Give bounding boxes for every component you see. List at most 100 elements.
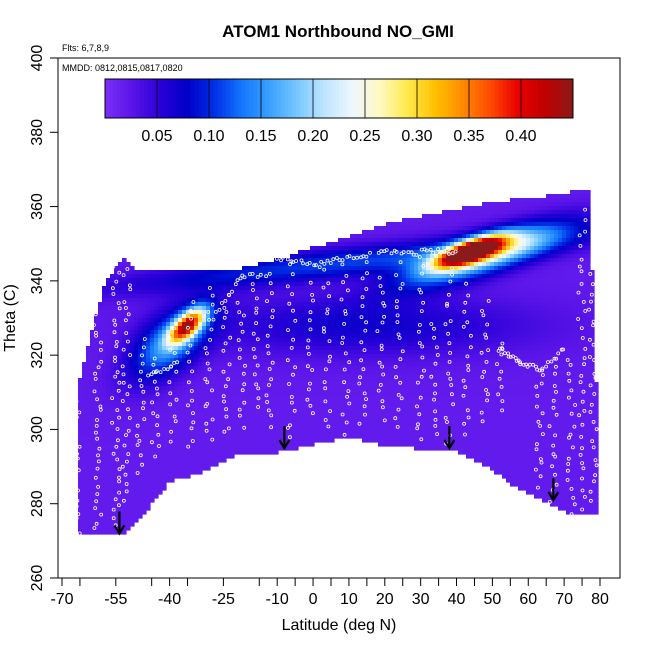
heatmap-cell bbox=[382, 354, 387, 359]
heatmap-cell bbox=[438, 338, 443, 343]
heatmap-cell bbox=[166, 422, 171, 427]
heatmap-cell bbox=[266, 314, 271, 319]
heatmap-cell bbox=[402, 442, 407, 447]
heatmap-cell bbox=[266, 422, 271, 427]
heatmap-cell bbox=[186, 474, 191, 479]
heatmap-cell bbox=[178, 418, 183, 423]
heatmap-cell bbox=[394, 258, 399, 263]
heatmap-cell bbox=[378, 338, 383, 343]
heatmap-cell bbox=[306, 250, 311, 255]
heatmap-cell bbox=[286, 322, 291, 327]
heatmap-cell bbox=[398, 414, 403, 419]
heatmap-cell bbox=[418, 406, 423, 411]
heatmap-cell bbox=[422, 302, 427, 307]
heatmap-cell bbox=[410, 382, 415, 387]
heatmap-cell bbox=[102, 418, 107, 423]
heatmap-cell bbox=[270, 442, 275, 447]
heatmap-cell bbox=[194, 278, 199, 283]
heatmap-cell bbox=[450, 330, 455, 335]
heatmap-cell bbox=[190, 290, 195, 295]
heatmap-cell bbox=[238, 414, 243, 419]
heatmap-cell bbox=[406, 402, 411, 407]
heatmap-cell bbox=[146, 390, 151, 395]
heatmap-cell bbox=[126, 478, 131, 483]
heatmap-cell bbox=[110, 506, 115, 511]
heatmap-cell bbox=[294, 314, 299, 319]
heatmap-cell bbox=[386, 310, 391, 315]
heatmap-cell bbox=[214, 274, 219, 279]
heatmap-cell bbox=[174, 302, 179, 307]
heatmap-cell bbox=[430, 414, 435, 419]
heatmap-cell bbox=[242, 414, 247, 419]
heatmap-cell bbox=[230, 310, 235, 315]
heatmap-cell bbox=[154, 330, 159, 335]
heatmap-cell bbox=[106, 326, 111, 331]
heatmap-cell bbox=[290, 442, 295, 447]
heatmap-cell bbox=[162, 314, 167, 319]
heatmap-cell bbox=[314, 362, 319, 367]
heatmap-cell bbox=[238, 286, 243, 291]
heatmap-cell bbox=[186, 274, 191, 279]
heatmap-cell bbox=[430, 258, 435, 263]
heatmap-cell bbox=[262, 338, 267, 343]
heatmap-cell bbox=[286, 418, 291, 423]
heatmap-cell bbox=[346, 258, 351, 263]
heatmap-cell bbox=[286, 342, 291, 347]
heatmap-cell bbox=[410, 218, 415, 223]
heatmap-cell bbox=[170, 398, 175, 403]
heatmap-cell bbox=[350, 366, 355, 371]
heatmap-cell bbox=[326, 434, 331, 439]
heatmap-cell bbox=[98, 442, 103, 447]
heatmap-cell bbox=[398, 342, 403, 347]
heatmap-cell bbox=[446, 414, 451, 419]
heatmap-cell bbox=[322, 270, 327, 275]
heatmap-cell bbox=[222, 374, 227, 379]
heatmap-cell bbox=[326, 266, 331, 271]
heatmap-cell bbox=[346, 322, 351, 327]
heatmap-cell bbox=[130, 486, 135, 491]
heatmap-cell bbox=[310, 290, 315, 295]
heatmap-cell bbox=[390, 266, 395, 271]
heatmap-cell bbox=[298, 410, 303, 415]
heatmap-cell bbox=[150, 270, 155, 275]
heatmap-cell bbox=[438, 370, 443, 375]
heatmap-cell bbox=[230, 390, 235, 395]
heatmap-cell bbox=[230, 426, 235, 431]
heatmap-cell bbox=[434, 362, 439, 367]
heatmap-cell bbox=[206, 454, 211, 459]
heatmap-cell bbox=[218, 298, 223, 303]
heatmap-cell bbox=[358, 270, 363, 275]
heatmap-cell bbox=[342, 378, 347, 383]
heatmap-cell bbox=[302, 394, 307, 399]
heatmap-cell bbox=[322, 310, 327, 315]
heatmap-cell bbox=[138, 362, 143, 367]
heatmap-cell bbox=[434, 350, 439, 355]
heatmap-cell bbox=[246, 330, 251, 335]
heatmap-cell bbox=[118, 298, 123, 303]
heatmap-cell bbox=[82, 490, 87, 495]
heatmap-cell bbox=[226, 314, 231, 319]
heatmap-cell bbox=[130, 418, 135, 423]
heatmap-cell bbox=[442, 262, 447, 267]
heatmap-cell bbox=[170, 410, 175, 415]
heatmap-cell bbox=[322, 286, 327, 291]
heatmap-cell bbox=[142, 386, 147, 391]
heatmap-cell bbox=[142, 358, 147, 363]
heatmap-cell bbox=[354, 242, 359, 247]
heatmap-cell bbox=[278, 302, 283, 307]
heatmap-cell bbox=[290, 262, 295, 267]
heatmap-cell bbox=[178, 402, 183, 407]
heatmap-cell bbox=[366, 362, 371, 367]
heatmap-cell bbox=[182, 370, 187, 375]
heatmap-cell bbox=[282, 398, 287, 403]
heatmap-cell bbox=[326, 414, 331, 419]
heatmap-cell bbox=[330, 274, 335, 279]
heatmap-cell bbox=[262, 374, 267, 379]
heatmap-cell bbox=[394, 350, 399, 355]
heatmap-cell bbox=[254, 390, 259, 395]
heatmap-cell bbox=[82, 502, 87, 507]
heatmap-cell bbox=[318, 346, 323, 351]
heatmap-cell bbox=[262, 366, 267, 371]
heatmap-cell bbox=[238, 434, 243, 439]
heatmap-cell bbox=[278, 434, 283, 439]
